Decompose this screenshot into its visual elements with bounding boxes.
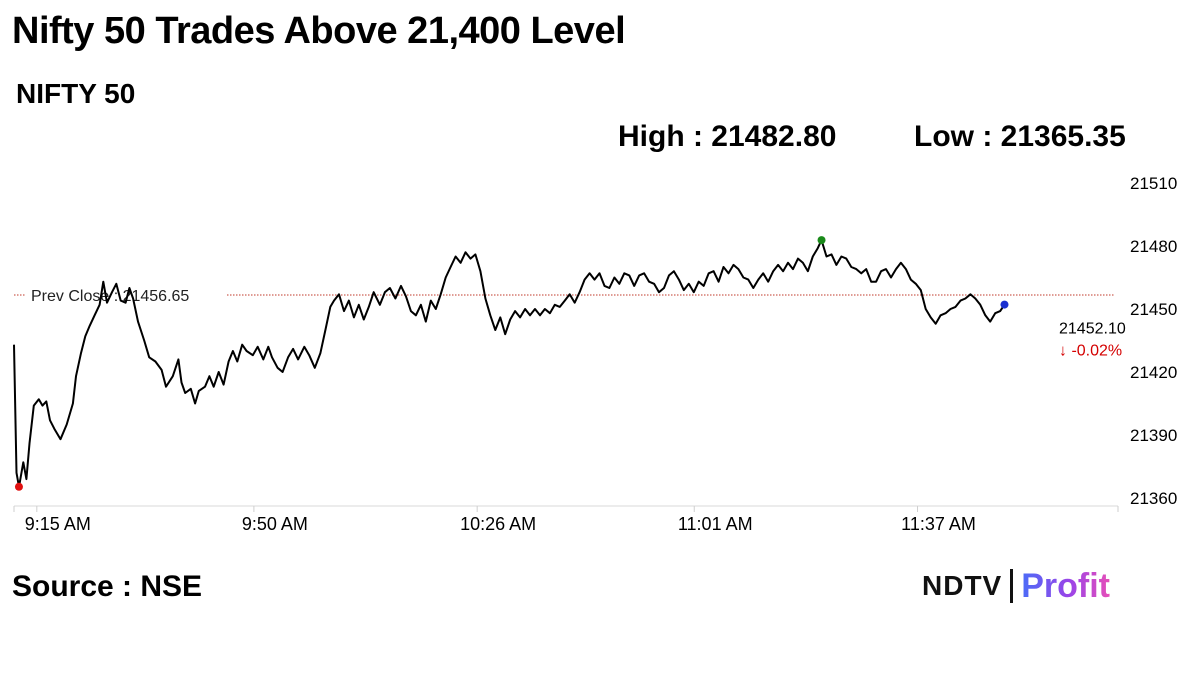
last-price-label: 21452.10	[1059, 321, 1126, 338]
day-low-marker	[14, 482, 23, 491]
day-high-label: High : 21482.80	[618, 120, 837, 153]
x-tick-label: 11:01 AM	[678, 514, 753, 534]
chart-title: Nifty 50 Trades Above 21,400 Level	[12, 10, 626, 52]
prev-close-label-bg	[26, 284, 226, 307]
y-tick-label: 21390	[1130, 426, 1177, 445]
x-axis: 9:15 AM 9:50 AM 10:26 AM 11:01 AM 11:37 AM	[13, 505, 1119, 534]
y-tick-label: 21360	[1130, 489, 1177, 508]
x-tick-label: 9:15 AM	[25, 514, 91, 534]
y-axis: 21360 21390 21420 21450 21480 21510	[1130, 174, 1177, 508]
last-price-marker	[1000, 300, 1009, 309]
ndtv-profit-logo: NDTV Profit	[922, 566, 1110, 606]
source-label: Source : NSE	[12, 570, 203, 603]
x-tick-label: 9:50 AM	[242, 514, 308, 534]
logo-divider	[1010, 569, 1014, 603]
index-name: NIFTY 50	[16, 78, 136, 109]
last-change-label: ↓ -0.02%	[1059, 343, 1122, 360]
x-tick-label: 10:26 AM	[460, 514, 536, 534]
y-tick-label: 21420	[1130, 363, 1177, 382]
day-high-marker	[817, 236, 826, 245]
y-tick-label: 21480	[1130, 237, 1177, 256]
series-line	[13, 239, 1006, 488]
logo-ndtv-text: NDTV	[922, 570, 1003, 601]
day-low-label: Low : 21365.35	[914, 120, 1126, 153]
x-tick-label: 11:37 AM	[901, 514, 976, 534]
y-tick-label: 21450	[1130, 300, 1177, 319]
y-tick-label: 21510	[1130, 174, 1177, 193]
logo-profit-text: Profit	[1021, 566, 1111, 605]
